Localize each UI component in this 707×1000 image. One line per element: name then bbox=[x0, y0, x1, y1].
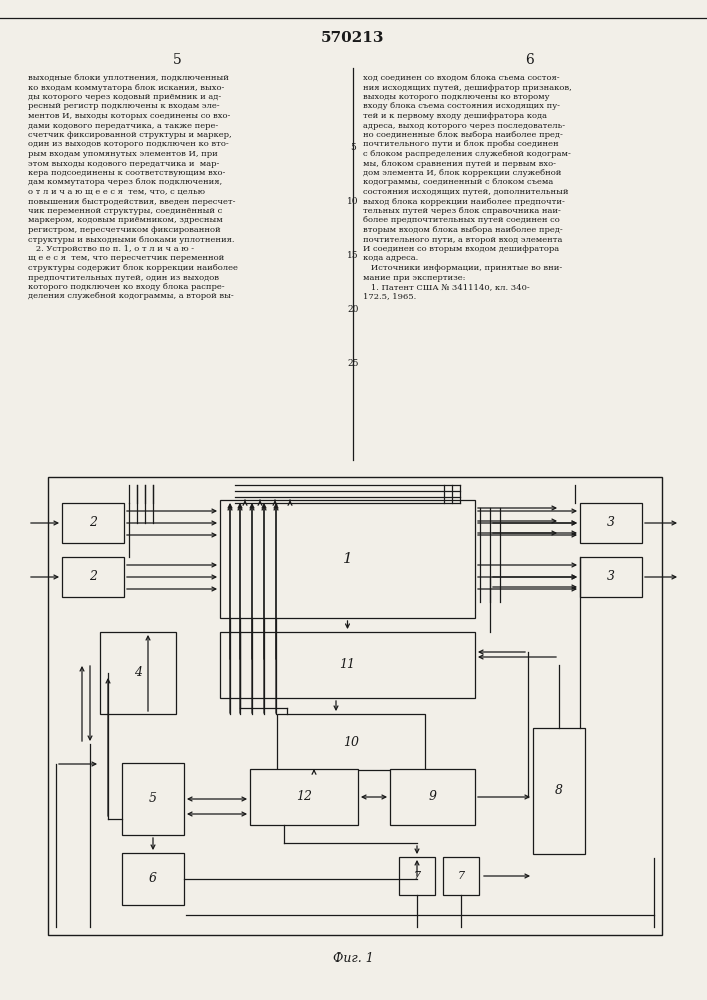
Text: 7: 7 bbox=[457, 871, 464, 881]
Text: 11: 11 bbox=[339, 658, 356, 672]
Text: 15: 15 bbox=[347, 251, 359, 260]
Text: ход соединен со входом блока съема состоя-
ния исходящих путей, дешифратор призн: ход соединен со входом блока съема состо… bbox=[363, 74, 572, 300]
Text: 10: 10 bbox=[347, 198, 358, 207]
Text: 570213: 570213 bbox=[321, 31, 385, 45]
Bar bbox=[580, 503, 642, 543]
Text: 20: 20 bbox=[347, 306, 358, 314]
Text: 7: 7 bbox=[414, 871, 421, 881]
Bar bbox=[220, 632, 475, 698]
Text: 5: 5 bbox=[173, 53, 182, 67]
Text: Фиг. 1: Фиг. 1 bbox=[332, 952, 373, 964]
Text: 3: 3 bbox=[607, 516, 615, 530]
Bar bbox=[62, 503, 124, 543]
Bar bbox=[277, 714, 425, 770]
Text: 3: 3 bbox=[607, 570, 615, 584]
Bar bbox=[48, 477, 662, 935]
Bar bbox=[443, 857, 479, 895]
Text: 5: 5 bbox=[350, 143, 356, 152]
Bar bbox=[533, 728, 585, 854]
Bar bbox=[399, 857, 435, 895]
Text: 2: 2 bbox=[89, 570, 97, 584]
Text: 10: 10 bbox=[343, 736, 359, 748]
Bar bbox=[62, 557, 124, 597]
Bar bbox=[580, 557, 642, 597]
Bar bbox=[220, 500, 475, 618]
Text: 9: 9 bbox=[428, 790, 436, 804]
Text: 4: 4 bbox=[134, 666, 142, 680]
Text: 25: 25 bbox=[347, 360, 358, 368]
Text: 1: 1 bbox=[343, 552, 352, 566]
Text: 5: 5 bbox=[149, 792, 157, 806]
Bar bbox=[390, 769, 475, 825]
Bar bbox=[122, 853, 184, 905]
Bar bbox=[100, 632, 176, 714]
Bar bbox=[122, 763, 184, 835]
Bar bbox=[250, 769, 358, 825]
Text: 12: 12 bbox=[296, 790, 312, 804]
Text: 8: 8 bbox=[555, 784, 563, 798]
Text: 6: 6 bbox=[149, 872, 157, 886]
Text: выходные блоки уплотнения, подключенный
ко входам коммутатора блок искания, выхо: выходные блоки уплотнения, подключенный … bbox=[28, 74, 238, 300]
Text: 6: 6 bbox=[525, 53, 534, 67]
Text: 2: 2 bbox=[89, 516, 97, 530]
